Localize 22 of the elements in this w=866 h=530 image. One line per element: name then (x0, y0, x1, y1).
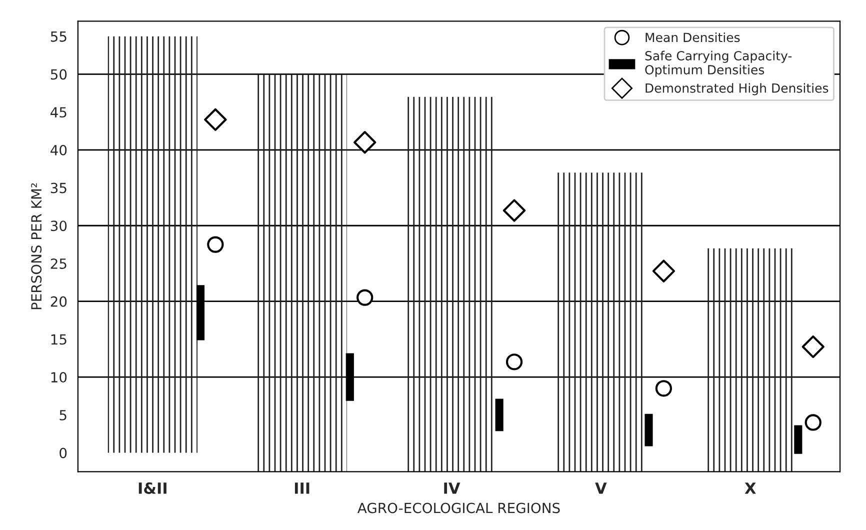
y-axis-title: PERSONS PER KM² (31, 183, 42, 310)
y-tick-label: 55 (50, 31, 66, 42)
y-tick-label: 20 (50, 296, 67, 307)
y-tick-label: 15 (51, 334, 66, 345)
x-tick-label: III (294, 482, 310, 494)
y-tick-label: 5 (60, 410, 66, 420)
y-tick-label: 25 (50, 258, 66, 269)
y-tick-label: 0 (60, 448, 67, 458)
y-tick-label: 50 (50, 69, 67, 80)
y-tick-label: 35 (50, 182, 66, 194)
y-tick-label: 10 (51, 372, 67, 383)
x-tick-label: V (595, 482, 607, 494)
y-tick-label: 30 (50, 220, 67, 232)
x-tick-label: IV (444, 482, 460, 494)
x-tick-label: X (744, 482, 756, 494)
x-tick-label: I&II (138, 482, 166, 494)
legend-label: Mean Densities (646, 32, 740, 42)
legend-label: Safe Carrying Capacity- Optimum Densities (645, 50, 792, 77)
y-tick-label: 40 (50, 144, 67, 156)
legend-label: Demonstrated High Densities (646, 83, 828, 96)
y-tick-label: 45 (50, 107, 66, 118)
x-axis-title: AGRO-ECOLOGICAL REGIONS (357, 502, 560, 514)
